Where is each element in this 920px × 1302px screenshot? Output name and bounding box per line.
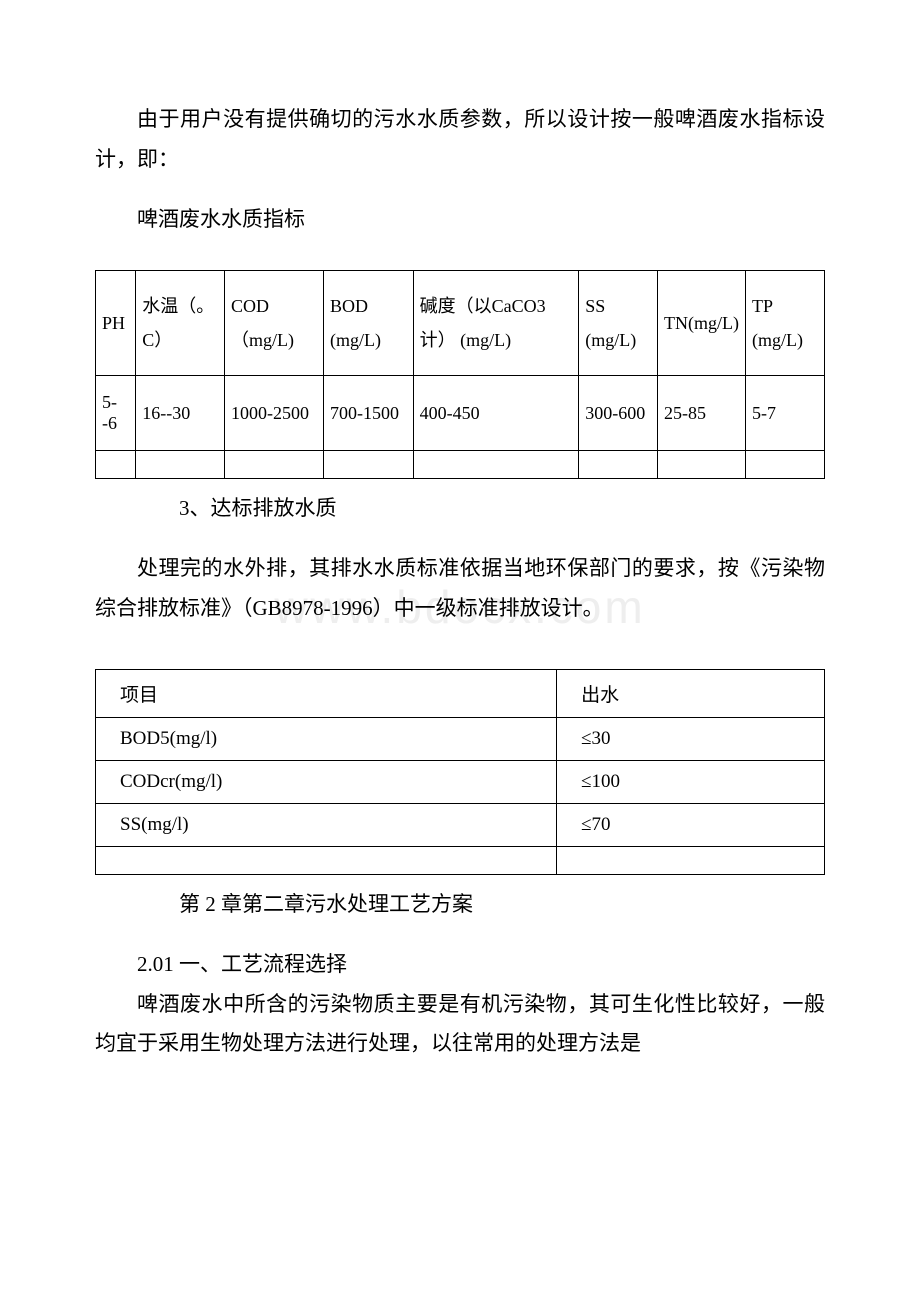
table1-container: PH 水温（。C） COD（mg/L) BOD (mg/L) 碱度（以CaCO3… [95,270,825,479]
document-content: 由于用户没有提供确切的污水水质参数，所以设计按一般啤酒废水指标设计，即： 啤酒废… [95,100,825,1064]
discharge-standard-table: 项目 出水 BOD5(mg/l) ≤30 CODcr(mg/l) ≤100 SS… [95,669,825,875]
table-cell [745,451,824,479]
table-row: 项目 出水 [96,669,825,717]
table-cell: 1000-2500 [225,376,324,451]
table-cell: 300-600 [579,376,658,451]
table-cell: ≤100 [557,760,825,803]
table-cell: CODcr(mg/l) [96,760,557,803]
table-cell: 25-85 [658,376,746,451]
table-cell [96,846,557,874]
table-header-cell: BOD (mg/L) [323,270,413,375]
table-header-cell: TP (mg/L) [745,270,824,375]
section3-title: 3、达标排放水质 [95,489,825,529]
table-cell [323,451,413,479]
table-cell: 400-450 [413,376,579,451]
table-cell: 项目 [96,669,557,717]
table-header-cell: 碱度（以CaCO3计） (mg/L) [413,270,579,375]
table-row [96,451,825,479]
table-header-cell: SS (mg/L) [579,270,658,375]
wastewater-quality-table: PH 水温（。C） COD（mg/L) BOD (mg/L) 碱度（以CaCO3… [95,270,825,479]
table-row: 5--6 16--30 1000-2500 700-1500 400-450 3… [96,376,825,451]
table-cell: 5-7 [745,376,824,451]
table-row: SS(mg/l) ≤70 [96,803,825,846]
table-row [96,846,825,874]
table-cell [413,451,579,479]
table-cell: SS(mg/l) [96,803,557,846]
table-row: PH 水温（。C） COD（mg/L) BOD (mg/L) 碱度（以CaCO3… [96,270,825,375]
table-cell: BOD5(mg/l) [96,717,557,760]
paragraph-discharge: 处理完的水外排，其排水水质标准依据当地环保部门的要求，按《污染物综合排放标准》（… [95,549,825,629]
table-cell: 700-1500 [323,376,413,451]
table-cell [96,451,136,479]
table-cell [225,451,324,479]
table-cell [579,451,658,479]
table-header-cell: PH [96,270,136,375]
table-header-cell: 水温（。C） [136,270,225,375]
table-cell [557,846,825,874]
table-cell [136,451,225,479]
table-row: CODcr(mg/l) ≤100 [96,760,825,803]
table-header-cell: TN(mg/L) [658,270,746,375]
table-cell: ≤30 [557,717,825,760]
table-header-cell: COD（mg/L) [225,270,324,375]
paragraph-intro: 由于用户没有提供确切的污水水质参数，所以设计按一般啤酒废水指标设计，即： [95,100,825,180]
table-cell [658,451,746,479]
paragraph-table1-title: 啤酒废水水质指标 [95,200,825,240]
chapter2-title: 第 2 章第二章污水处理工艺方案 [95,885,825,925]
table-cell: 5--6 [96,376,136,451]
table-cell: ≤70 [557,803,825,846]
paragraph-process: 啤酒废水中所含的污染物质主要是有机污染物，其可生化性比较好，一般均宜于采用生物处… [95,985,825,1065]
table-cell: 出水 [557,669,825,717]
table-row: BOD5(mg/l) ≤30 [96,717,825,760]
table-cell: 16--30 [136,376,225,451]
section201-title: 2.01 一、工艺流程选择 [95,945,825,985]
